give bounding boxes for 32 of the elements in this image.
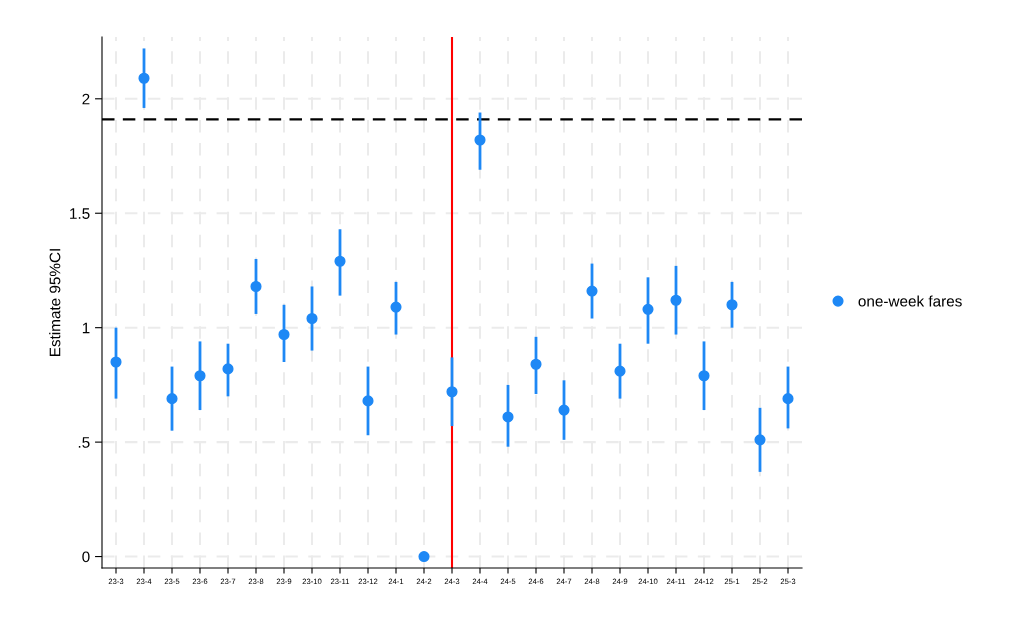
point xyxy=(642,303,654,315)
point xyxy=(530,358,542,370)
y-tick-label: 2 xyxy=(82,93,90,105)
point xyxy=(138,72,150,84)
y-tick-label: 1.5 xyxy=(70,208,90,219)
point xyxy=(782,393,794,405)
point xyxy=(474,134,486,146)
point xyxy=(698,370,710,382)
point xyxy=(278,328,290,341)
point xyxy=(222,363,234,375)
point xyxy=(418,550,430,563)
point xyxy=(362,395,374,407)
y-axis-title: Estimate 95%CI xyxy=(49,249,61,357)
point xyxy=(754,434,766,446)
point xyxy=(670,294,682,306)
point xyxy=(306,312,318,325)
point xyxy=(250,280,262,293)
point xyxy=(446,386,458,398)
point xyxy=(726,299,738,311)
y-tick-label: 1 xyxy=(82,322,90,334)
point xyxy=(614,365,626,377)
point xyxy=(390,301,402,313)
y-tick-label: .5 xyxy=(78,437,90,448)
point xyxy=(334,255,346,267)
point xyxy=(194,370,206,382)
point xyxy=(166,393,178,405)
legend-label: one-week fares xyxy=(858,295,962,307)
y-tick-label: 0 xyxy=(82,551,90,563)
point xyxy=(502,411,514,423)
point xyxy=(586,285,598,297)
point xyxy=(110,356,122,368)
point xyxy=(558,404,570,416)
